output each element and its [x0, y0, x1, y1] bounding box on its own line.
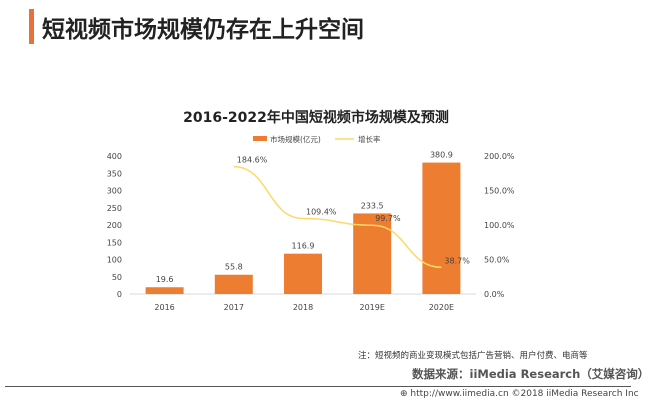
bar [145, 287, 184, 294]
y-right-tick-label: 200.0% [484, 152, 515, 161]
y-right-tick-label: 0.0% [484, 290, 505, 299]
bar [284, 253, 322, 294]
y-right-tick-label: 100.0% [484, 221, 515, 230]
footnote: 注：短视频的商业变现模式包括广告营销、用户付费、电商等 [358, 351, 588, 361]
growth-rate-line [233, 165, 442, 269]
line-data-label: 38.7% [444, 256, 470, 265]
x-tick-label: 2020E [429, 303, 454, 312]
line-data-label: 109.4% [306, 208, 337, 217]
x-tick-label: 2017 [224, 303, 244, 312]
bar-data-label: 233.5 [361, 201, 384, 210]
data-source: 数据来源：iiMedia Research（艾媒咨询） [412, 367, 650, 381]
y-right-tick-label: 150.0% [484, 187, 515, 196]
y-left-tick-label: 400 [107, 152, 122, 161]
divider [5, 386, 631, 387]
y-left-tick-label: 0 [117, 290, 122, 299]
copyright-text: http://www.iimedia.cn ©2018 iiMedia Rese… [410, 389, 639, 399]
page-title: 短视频市场规模仍存在上升空间 [42, 17, 364, 43]
x-tick-label: 2016 [154, 303, 174, 312]
title-accent-bar [29, 9, 34, 44]
legend-bar-swatch [253, 136, 267, 141]
legend-line-label: 增长率 [358, 134, 381, 144]
bar [214, 274, 253, 294]
bar-data-label: 19.6 [156, 275, 174, 284]
legend-bar-label: 市场规模(亿元) [270, 134, 321, 144]
bar-data-label: 55.8 [225, 263, 243, 272]
line-data-label: 184.6% [237, 156, 268, 165]
y-left-tick-label: 50 [112, 273, 122, 282]
bar [422, 162, 461, 294]
y-left-tick-label: 350 [107, 169, 122, 178]
chart-title: 2016-2022年中国短视频市场规模及预测 [183, 109, 449, 126]
line-data-label: 99.7% [375, 214, 401, 223]
x-tick-label: 2019E [359, 303, 384, 312]
y-left-tick-label: 100 [107, 256, 122, 265]
y-left-tick-label: 300 [107, 187, 122, 196]
y-left-tick-label: 150 [107, 238, 122, 247]
copyright-footer: ⊕ http://www.iimedia.cn ©2018 iiMedia Re… [400, 389, 639, 399]
y-right-tick-label: 50.0% [484, 256, 510, 265]
y-left-tick-label: 200 [107, 221, 122, 230]
bar-data-label: 116.9 [292, 242, 315, 251]
y-left-tick-label: 250 [107, 204, 122, 213]
globe-icon: ⊕ [400, 389, 411, 399]
bar-data-label: 380.9 [430, 151, 453, 160]
x-tick-label: 2018 [293, 303, 313, 312]
